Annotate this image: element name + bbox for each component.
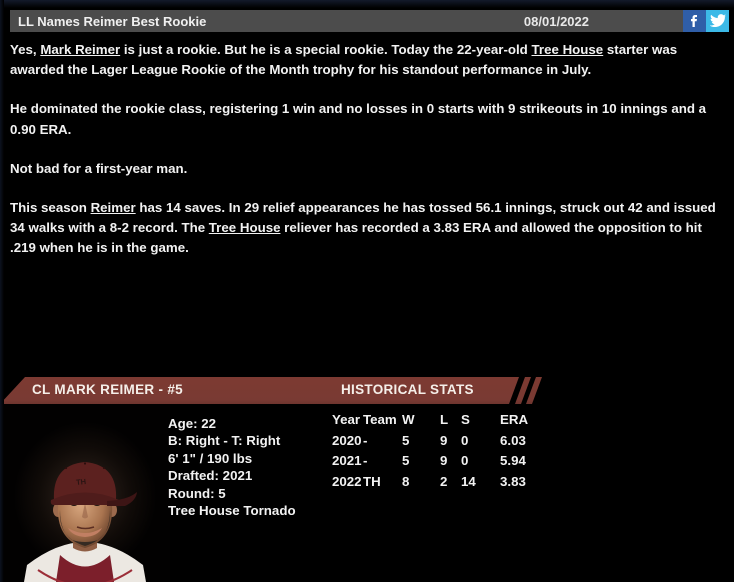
svg-text:TH: TH	[76, 477, 87, 487]
